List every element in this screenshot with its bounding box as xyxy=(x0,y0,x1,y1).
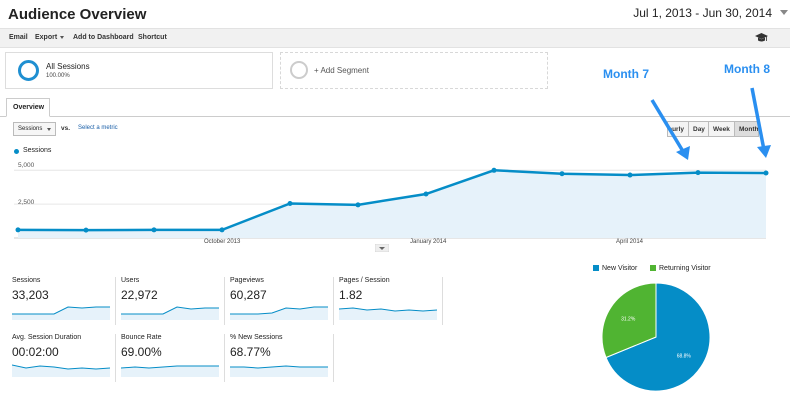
sparkline xyxy=(230,306,328,320)
metric-card-users[interactable]: Users 22,972 xyxy=(121,277,225,325)
tab-divider xyxy=(0,116,790,117)
chevron-down-icon[interactable] xyxy=(780,10,788,15)
metric-card-sessions[interactable]: Sessions 33,203 xyxy=(12,277,116,325)
data-point-feb-2014[interactable] xyxy=(491,167,497,173)
time-granularity-group: Hourly Day Week Month xyxy=(667,121,759,137)
sparkline xyxy=(121,365,219,377)
data-point-mar-2014[interactable] xyxy=(559,171,565,177)
sparkline xyxy=(12,364,110,377)
day-button[interactable]: Day xyxy=(688,121,709,137)
metric-card-pages-per-session[interactable]: Pages / Session 1.82 xyxy=(339,277,443,325)
sessions-chart-svg xyxy=(14,167,769,239)
month7-annotation: Month 7 xyxy=(603,67,649,81)
metric-card-bounce-rate[interactable]: Bounce Rate 69.00% xyxy=(121,334,225,382)
metric-value: 69.00% xyxy=(121,345,162,359)
sessions-line xyxy=(17,169,767,232)
segment-name: All Sessions xyxy=(46,62,90,71)
pie-slice-label: 68.8% xyxy=(677,354,692,360)
select-metric-link[interactable]: Select a metric xyxy=(78,125,118,131)
data-point-aug-2013[interactable] xyxy=(83,227,89,233)
data-point-jun-2014[interactable] xyxy=(763,170,769,176)
metric-value: 00:02:00 xyxy=(12,345,59,359)
metric-value: 60,287 xyxy=(230,288,267,302)
data-point-nov-2013[interactable] xyxy=(287,200,293,206)
segment-all-sessions[interactable]: All Sessions 100.00% xyxy=(5,52,273,89)
legend-swatch xyxy=(593,265,599,271)
pie-legend-label: Returning Visitor xyxy=(659,265,711,272)
segment-circle-icon xyxy=(18,60,39,81)
collapse-chart-handle[interactable] xyxy=(375,244,389,252)
graduation-cap-icon[interactable] xyxy=(755,32,768,44)
data-point-oct-2013[interactable] xyxy=(219,227,225,233)
page-title: Audience Overview xyxy=(8,6,147,23)
chevron-down-icon xyxy=(47,128,51,131)
month-button[interactable]: Month xyxy=(734,121,759,137)
export-label: Export xyxy=(35,34,58,41)
x-tick-label: April 2014 xyxy=(616,239,644,245)
metric-label: Sessions xyxy=(12,277,41,284)
data-point-jul-2013[interactable] xyxy=(15,227,21,233)
y-tick-label: 2,500 xyxy=(18,199,35,206)
pie-legend-label: New Visitor xyxy=(602,265,638,272)
metric-label: Avg. Session Duration xyxy=(12,334,82,341)
data-point-dec-2013[interactable] xyxy=(355,202,361,208)
month8-arrow xyxy=(750,87,766,151)
metric-card-new-sessions[interactable]: % New Sessions 68.77% xyxy=(230,334,334,382)
sessions-chart: 5,000 2,500 October 2013 January 2014 Ap… xyxy=(0,150,790,246)
sparkline xyxy=(121,306,219,320)
data-point-may-2014[interactable] xyxy=(695,170,701,176)
hourly-button[interactable]: Hourly xyxy=(667,121,689,137)
metric-label: Bounce Rate xyxy=(121,334,162,341)
add-to-dashboard-button[interactable]: Add to Dashboard xyxy=(73,34,134,41)
data-point-sep-2013[interactable] xyxy=(151,227,157,233)
shortcut-button[interactable]: Shortcut xyxy=(138,34,167,41)
metric-value: 33,203 xyxy=(12,288,49,302)
visitor-pie-chart: 68.8% 31.2% xyxy=(601,282,711,392)
metric-card-avg-session-duration[interactable]: Avg. Session Duration 00:02:00 xyxy=(12,334,116,382)
segment-percentage: 100.00% xyxy=(46,73,70,79)
sessions-area xyxy=(18,170,766,238)
metric-value: 1.82 xyxy=(339,288,363,302)
add-segment-button[interactable]: + Add Segment xyxy=(280,52,548,89)
tab-overview[interactable]: Overview xyxy=(6,98,50,117)
pie-legend-new: New Visitor xyxy=(593,265,637,272)
x-tick-label: January 2014 xyxy=(410,239,447,245)
data-point-apr-2014[interactable] xyxy=(627,172,633,178)
metric-select-value: Sessions xyxy=(18,126,43,132)
add-segment-label: + Add Segment xyxy=(314,66,369,75)
metric-value: 22,972 xyxy=(121,288,158,302)
metric-select[interactable]: Sessions xyxy=(13,122,56,136)
chevron-down-icon xyxy=(60,35,65,39)
pie-slice-label: 31.2% xyxy=(621,316,636,322)
pie-legend-returning: Returning Visitor xyxy=(650,265,711,272)
month8-annotation: Month 8 xyxy=(724,62,770,76)
pie-slice-new-visitor[interactable] xyxy=(605,282,711,392)
metric-label: % New Sessions xyxy=(230,334,283,341)
empty-circle-icon xyxy=(290,61,308,79)
metric-card-pageviews[interactable]: Pageviews 60,287 xyxy=(230,277,334,325)
sparkline xyxy=(230,365,328,377)
data-point-jan-2014[interactable] xyxy=(423,191,429,197)
sparkline xyxy=(12,306,110,320)
y-tick-label: 5,000 xyxy=(18,162,35,169)
metric-value: 68.77% xyxy=(230,345,271,359)
metric-label: Pages / Session xyxy=(339,277,390,284)
email-button[interactable]: Email xyxy=(9,34,28,41)
sparkline xyxy=(339,307,437,320)
x-tick-label: October 2013 xyxy=(204,239,241,245)
report-toolbar: Email Export Add to Dashboard Shortcut xyxy=(0,28,790,48)
sessions-legend-label: Sessions xyxy=(23,147,52,154)
export-button[interactable]: Export xyxy=(35,34,65,41)
vs-label: vs. xyxy=(61,125,71,132)
legend-swatch xyxy=(650,265,656,271)
metric-label: Users xyxy=(121,277,140,284)
date-range-picker[interactable]: Jul 1, 2013 - Jun 30, 2014 xyxy=(633,6,772,20)
sessions-legend-dot xyxy=(14,149,19,154)
pie-slice-returning-visitor[interactable] xyxy=(601,282,657,359)
week-button[interactable]: Week xyxy=(708,121,735,137)
metric-label: Pageviews xyxy=(230,277,264,284)
